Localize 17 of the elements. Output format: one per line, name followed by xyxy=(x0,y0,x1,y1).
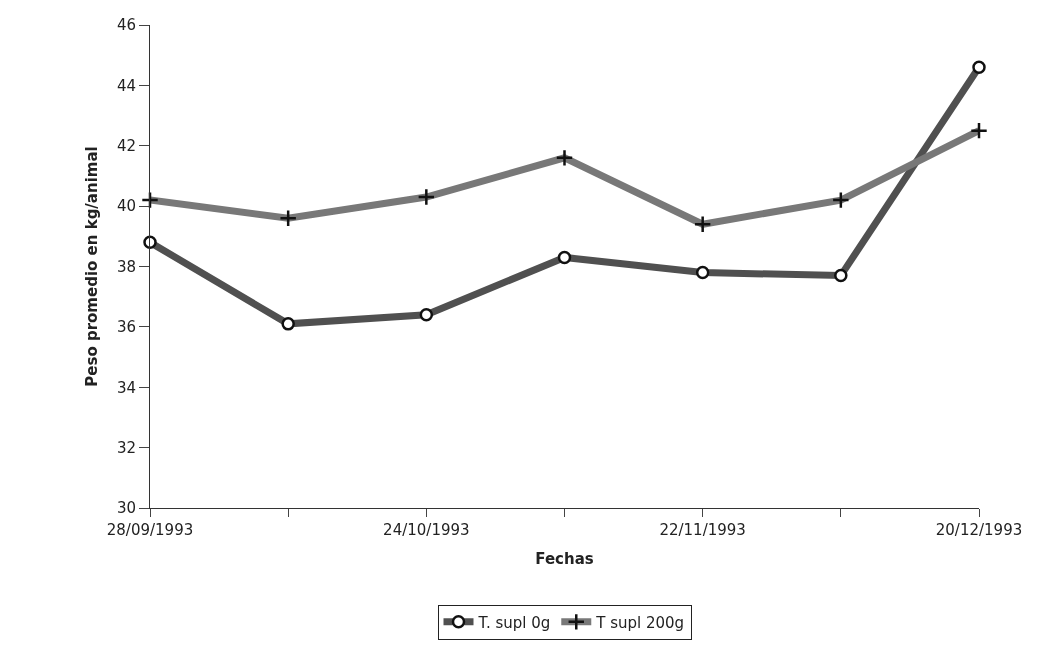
y-tick-label: 32 xyxy=(116,438,136,457)
y-tick-label: 36 xyxy=(116,318,136,337)
x-tick-label: 20/12/1993 xyxy=(935,521,1023,539)
y-axis-title: Peso promedio en kg/animal xyxy=(83,146,102,387)
y-tick-label: 34 xyxy=(116,378,136,397)
y-tick-label: 30 xyxy=(116,499,136,518)
y-tick-label: 46 xyxy=(116,16,136,35)
legend-label: T. supl 0g xyxy=(477,613,551,632)
x-tick-label: 22/11/1993 xyxy=(659,521,746,539)
x-tick-label: 28/09/1993 xyxy=(106,521,194,539)
y-tick-label: 38 xyxy=(116,257,136,276)
legend-label: T supl 200g xyxy=(595,613,685,632)
x-axis-title: Fechas xyxy=(535,550,594,568)
y-tick-label: 40 xyxy=(116,197,136,216)
x-tick-label: 24/10/1993 xyxy=(383,521,470,539)
y-tick-label: 44 xyxy=(116,76,136,95)
y-tick-label: 42 xyxy=(116,137,136,155)
